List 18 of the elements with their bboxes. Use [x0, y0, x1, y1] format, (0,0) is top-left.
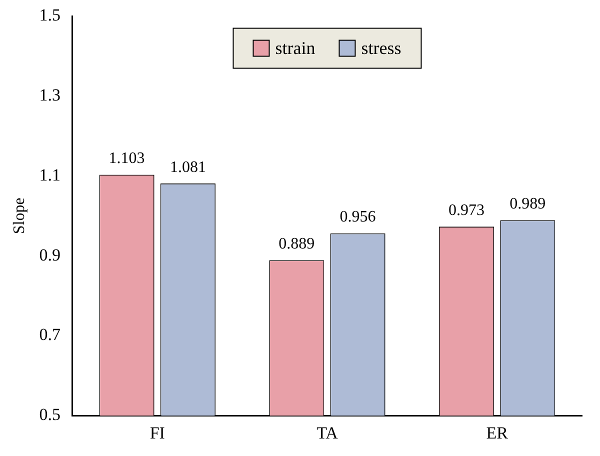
data-label: 0.989	[510, 195, 546, 212]
y-tick-label: 0.9	[39, 245, 60, 264]
y-tick-label: 1.5	[39, 6, 60, 25]
y-tick-label: 0.5	[39, 405, 60, 424]
x-tick-label: FI	[150, 423, 166, 442]
legend-label: strain	[275, 38, 316, 58]
legend-label: stress	[361, 38, 402, 58]
data-label: 0.973	[448, 202, 484, 219]
y-tick-label: 0.7	[39, 325, 61, 344]
y-tick-label: 1.3	[39, 86, 60, 105]
data-label: 0.889	[278, 235, 315, 252]
x-tick-label: TA	[316, 423, 339, 442]
y-axis-title: Slope	[10, 198, 28, 234]
y-tick-label: 1.1	[39, 165, 60, 184]
data-label: 1.081	[170, 158, 206, 176]
data-label: 1.103	[108, 150, 145, 167]
data-label: 0.956	[340, 208, 376, 226]
x-tick-label: ER	[486, 423, 509, 442]
